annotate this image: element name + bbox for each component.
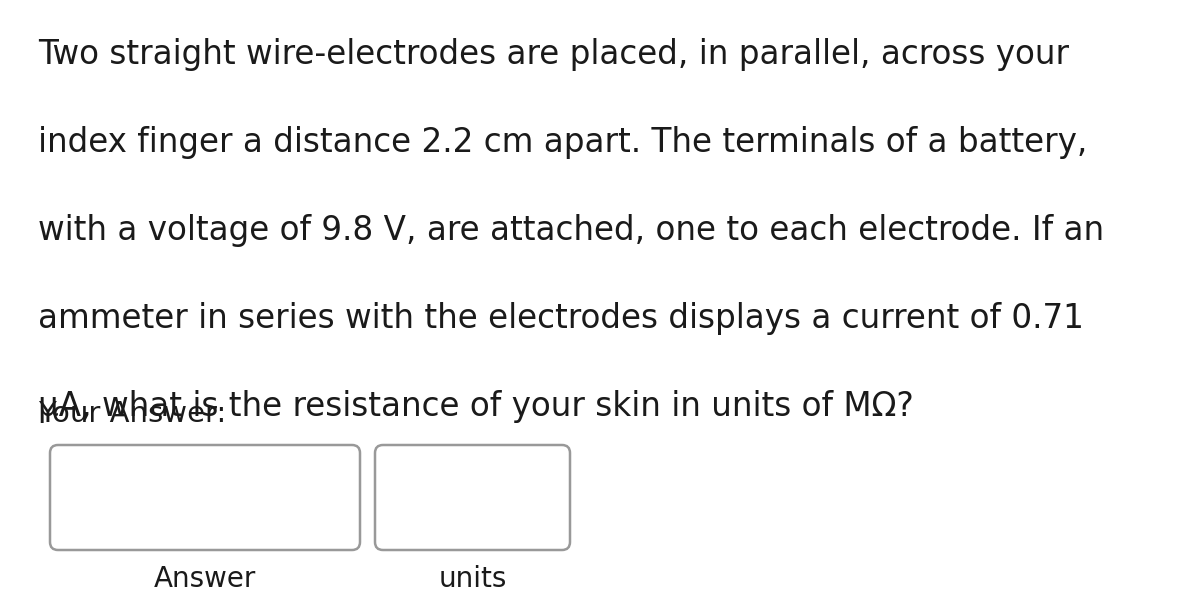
Text: μA, what is the resistance of your skin in units of MΩ?: μA, what is the resistance of your skin … [38, 390, 914, 423]
Text: index finger a distance 2.2 cm apart. The terminals of a battery,: index finger a distance 2.2 cm apart. Th… [38, 126, 1087, 159]
Text: units: units [438, 565, 507, 593]
Text: Your Answer:: Your Answer: [38, 400, 226, 428]
Text: Answer: Answer [154, 565, 256, 593]
Text: Two straight wire-electrodes are placed, in parallel, across your: Two straight wire-electrodes are placed,… [38, 38, 1069, 71]
FancyBboxPatch shape [375, 445, 570, 550]
Text: with a voltage of 9.8 V, are attached, one to each electrode. If an: with a voltage of 9.8 V, are attached, o… [38, 214, 1105, 247]
Text: ammeter in series with the electrodes displays a current of 0.71: ammeter in series with the electrodes di… [38, 302, 1083, 335]
FancyBboxPatch shape [50, 445, 360, 550]
